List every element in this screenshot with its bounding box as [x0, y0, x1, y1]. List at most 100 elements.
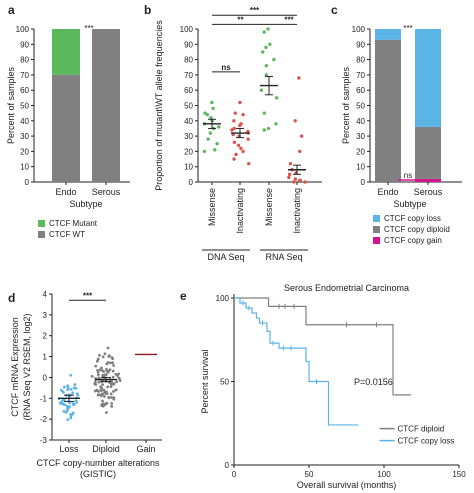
data-point — [98, 353, 101, 357]
data-point — [112, 390, 115, 393]
y-tick-label: 60 — [184, 86, 193, 95]
data-point — [115, 380, 119, 384]
y-tick-label: 100 — [16, 25, 30, 34]
data-point — [110, 401, 114, 405]
panel-e: Serous Endometrial Carcinoma 0 50 100 0 50 100… — [200, 283, 466, 490]
data-point — [217, 125, 221, 129]
y-tick-label: 4 — [43, 290, 48, 299]
data-point — [110, 383, 113, 386]
panel-a-letter: a — [8, 3, 15, 17]
y-tick-label: 50 — [220, 378, 229, 387]
data-point — [297, 178, 302, 183]
data-point — [111, 361, 115, 365]
x-tick-label: Missense — [264, 188, 274, 226]
data-point — [288, 161, 293, 166]
x-axis-label: Subtype — [393, 199, 426, 209]
data-point — [261, 50, 265, 54]
data-point — [62, 409, 66, 413]
comparison-label: ns — [221, 63, 231, 72]
data-point — [96, 370, 100, 374]
y-axis-label: Proportion of mutant\WT allele frequenci… — [154, 20, 164, 191]
data-point — [75, 392, 79, 396]
comparison-label: *** — [83, 291, 93, 300]
survival-curve — [234, 297, 411, 396]
y-tick-label: 0 — [43, 373, 48, 382]
data-point — [102, 388, 106, 392]
data-point — [246, 137, 250, 141]
x-axis-label: Subtype — [69, 199, 102, 209]
data-point — [247, 161, 251, 166]
bar — [52, 29, 80, 75]
legend-swatch — [373, 226, 380, 233]
y-tick-label: 0 — [361, 178, 366, 187]
data-point — [101, 399, 104, 403]
panel-b: 0 10 20 30 40 50 60 70 80 90 100 Proportion of muta… — [154, 6, 322, 262]
panel-a: 0 10 20 30 40 50 60 70 80 90 100 Percent of samples… — [6, 24, 130, 239]
data-point — [272, 57, 276, 62]
data-point — [69, 373, 73, 377]
y-tick-label: 3 — [43, 311, 48, 320]
y-tick-label: 20 — [184, 147, 193, 156]
data-point — [58, 401, 62, 405]
x-tick-label: Missense — [207, 188, 217, 226]
y-tick-label: 60 — [20, 86, 29, 95]
y-axis-label: Percent of samples — [341, 66, 351, 144]
data-point — [287, 175, 291, 180]
chart-title: Serous Endometrial Carcinoma — [284, 283, 409, 293]
y-tick-label: 10 — [184, 163, 193, 172]
data-point — [75, 400, 79, 404]
data-point — [297, 76, 301, 80]
data-point — [103, 395, 106, 398]
data-point — [110, 396, 113, 399]
y-axis-label: (RNA Seq V2 RSEM, log2) — [22, 313, 32, 420]
y-axis-label: CTCF mRNA Expression — [10, 317, 20, 417]
panel-c-letter: c — [331, 3, 338, 17]
comparison-label: *** — [284, 15, 294, 24]
y-tick-label: 70 — [184, 71, 193, 80]
data-point — [98, 368, 102, 372]
y-axis-label: Percent of samples — [6, 66, 16, 144]
data-point — [101, 402, 105, 406]
bar — [415, 126, 441, 179]
data-point — [97, 393, 101, 397]
x-tick-label: Serous — [414, 187, 443, 197]
data-point — [215, 142, 219, 146]
data-point — [238, 123, 242, 128]
y-tick-label: 30 — [356, 132, 365, 141]
data-point — [95, 359, 99, 363]
data-point — [274, 96, 279, 100]
legend-label: CTCF copy loss — [398, 437, 455, 446]
bar — [92, 29, 120, 182]
data-point — [232, 157, 236, 161]
data-point — [101, 383, 104, 387]
x-tick-label: Diploid — [92, 444, 120, 454]
data-point — [238, 100, 242, 105]
data-point — [210, 100, 214, 105]
y-tick-label: 70 — [20, 71, 29, 80]
data-point — [111, 369, 115, 373]
y-tick-label: 80 — [20, 56, 29, 65]
data-point — [233, 111, 237, 115]
y-tick-label: 0 — [225, 461, 230, 470]
data-point — [264, 45, 268, 50]
y-tick-label: -1 — [40, 394, 48, 403]
data-point — [234, 152, 238, 157]
panel-b-letter: b — [144, 3, 151, 17]
data-point — [114, 388, 118, 392]
data-point — [68, 405, 71, 409]
bar — [52, 74, 80, 182]
y-tick-label: 50 — [356, 102, 365, 111]
legend-label: CTCF copy loss — [384, 214, 441, 223]
data-point — [208, 131, 213, 135]
y-tick-label: 20 — [20, 147, 29, 156]
comparison-label: ** — [237, 15, 244, 24]
x-axis-label: Overall survival (months) — [297, 480, 397, 490]
x-tick-label: Serous — [92, 187, 121, 197]
data-point — [102, 370, 106, 373]
y-tick-label: 90 — [356, 40, 365, 49]
data-point — [69, 414, 73, 418]
legend-label: CTCF diploid — [398, 425, 445, 434]
data-point — [73, 383, 77, 386]
data-point — [62, 385, 66, 389]
